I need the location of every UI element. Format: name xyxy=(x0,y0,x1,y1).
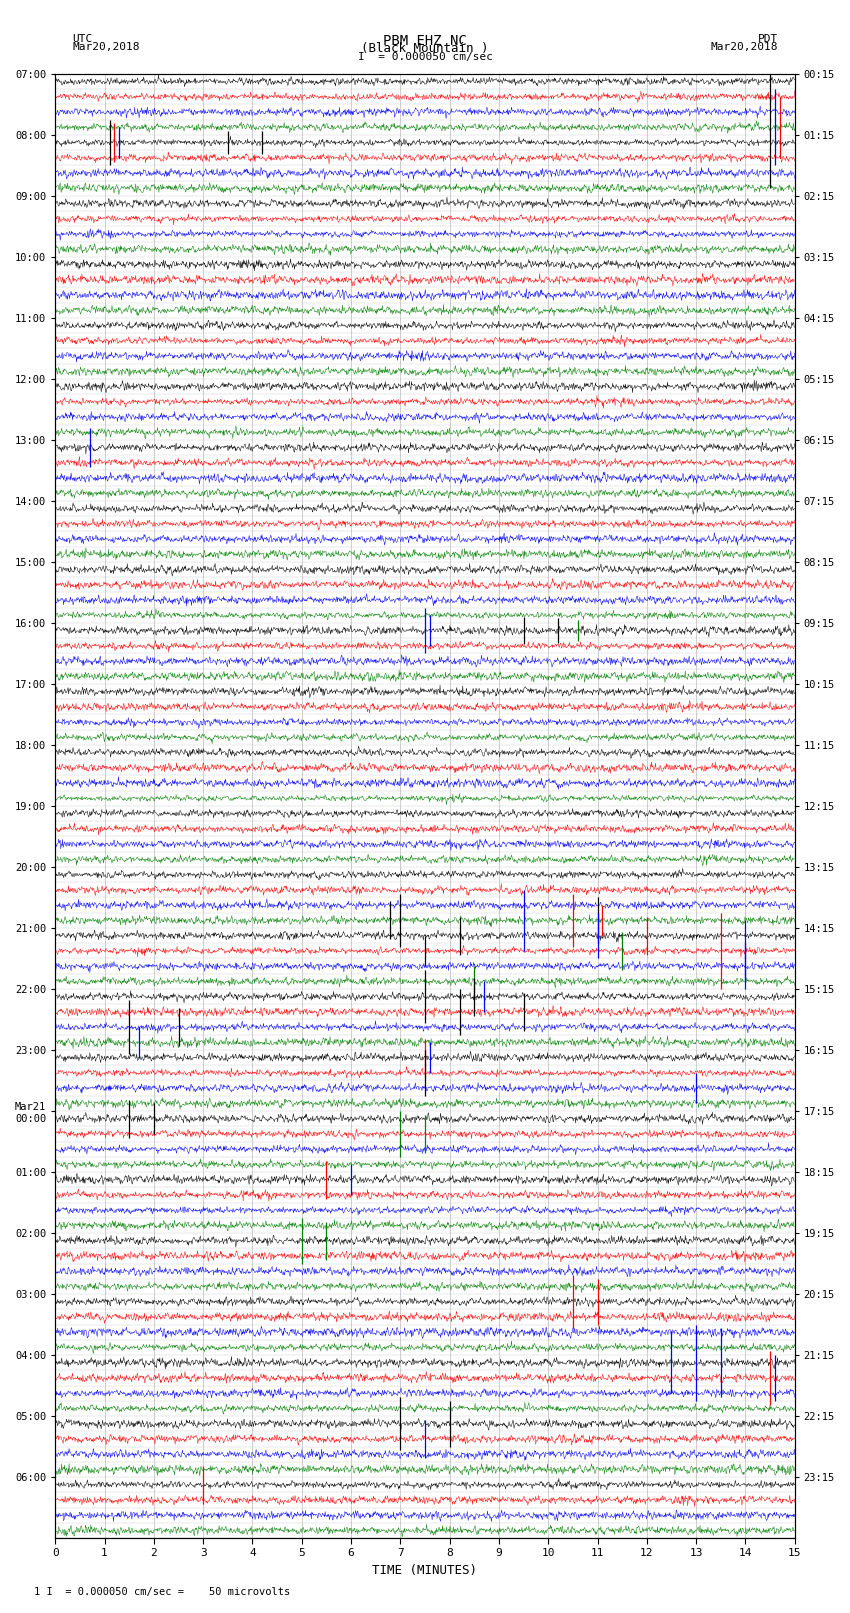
Text: PBM EHZ NC: PBM EHZ NC xyxy=(383,34,467,48)
Text: Mar20,2018: Mar20,2018 xyxy=(711,42,778,52)
Text: PDT: PDT xyxy=(757,34,778,44)
Text: I  = 0.000050 cm/sec: I = 0.000050 cm/sec xyxy=(358,52,492,61)
Text: UTC: UTC xyxy=(72,34,93,44)
Text: (Black Mountain ): (Black Mountain ) xyxy=(361,42,489,55)
Text: 1 I  = 0.000050 cm/sec =    50 microvolts: 1 I = 0.000050 cm/sec = 50 microvolts xyxy=(34,1587,290,1597)
X-axis label: TIME (MINUTES): TIME (MINUTES) xyxy=(372,1565,478,1578)
Text: Mar20,2018: Mar20,2018 xyxy=(72,42,139,52)
